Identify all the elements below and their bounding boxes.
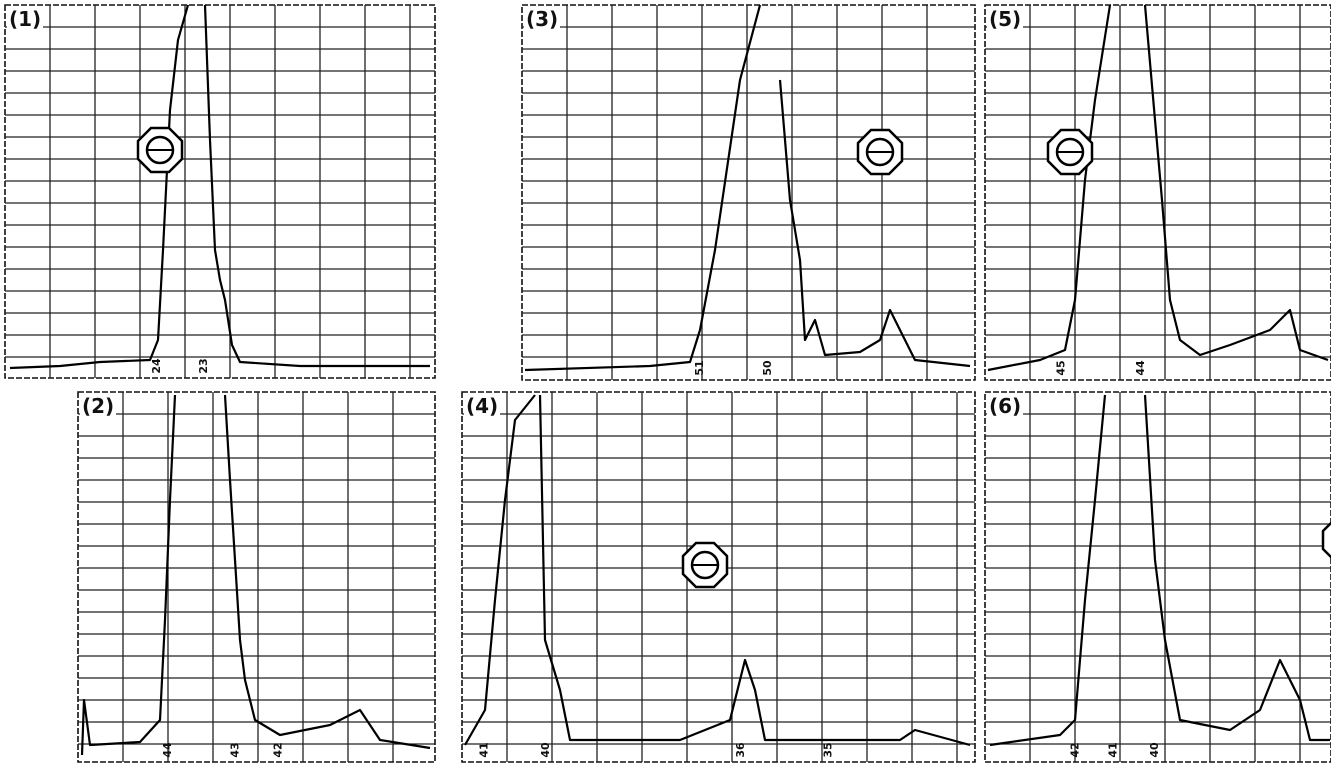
symbol bbox=[1321, 521, 1331, 559]
symbol bbox=[1046, 128, 1094, 176]
symbol bbox=[681, 541, 729, 589]
trace bbox=[9, 4, 430, 370]
label-bg bbox=[464, 394, 500, 418]
panel-label: (2) bbox=[82, 394, 114, 418]
label-bg bbox=[987, 394, 1023, 418]
tick-label: 35 bbox=[821, 742, 834, 757]
trace bbox=[987, 4, 1329, 372]
tick-label: 24 bbox=[150, 358, 163, 374]
panel-frame bbox=[984, 391, 1331, 763]
panel-label: (1) bbox=[9, 7, 41, 31]
symbol bbox=[136, 126, 184, 174]
tick-label: 36 bbox=[734, 742, 747, 758]
panel-frame bbox=[77, 391, 436, 763]
tick-label: 42 bbox=[1068, 742, 1081, 757]
label-bg bbox=[7, 7, 43, 31]
tick-label: 40 bbox=[1148, 742, 1161, 758]
tick-label: 51 bbox=[693, 360, 706, 375]
tick-label: 42 bbox=[271, 742, 284, 757]
tick-label: 41 bbox=[478, 742, 491, 757]
trace bbox=[989, 394, 1330, 747]
panel-frame bbox=[4, 4, 436, 379]
tick-label: 40 bbox=[539, 742, 552, 758]
tick-label: 23 bbox=[197, 358, 210, 373]
panel-label: (5) bbox=[989, 7, 1021, 31]
tick-label: 45 bbox=[1055, 360, 1068, 375]
panel-frame bbox=[461, 391, 976, 763]
symbol bbox=[856, 128, 904, 176]
tick-label: 41 bbox=[1106, 742, 1119, 757]
label-bg bbox=[524, 7, 560, 31]
symbols bbox=[136, 126, 1331, 589]
traces bbox=[9, 4, 1330, 756]
tick-label: 50 bbox=[761, 360, 774, 376]
panel-label: (6) bbox=[989, 394, 1021, 418]
label-bg bbox=[987, 7, 1023, 31]
panel-label: (4) bbox=[466, 394, 498, 418]
panel-frame bbox=[984, 4, 1331, 381]
panel-label: (3) bbox=[526, 7, 558, 31]
label-bg bbox=[80, 394, 116, 418]
tick-label: 44 bbox=[1134, 360, 1147, 376]
panel-frame bbox=[521, 4, 976, 381]
trace bbox=[80, 394, 431, 756]
tick-label: 44 bbox=[161, 742, 174, 758]
grids bbox=[4, 4, 1331, 763]
trace bbox=[464, 394, 971, 747]
tick-label: 43 bbox=[229, 742, 242, 757]
trace bbox=[524, 4, 971, 372]
